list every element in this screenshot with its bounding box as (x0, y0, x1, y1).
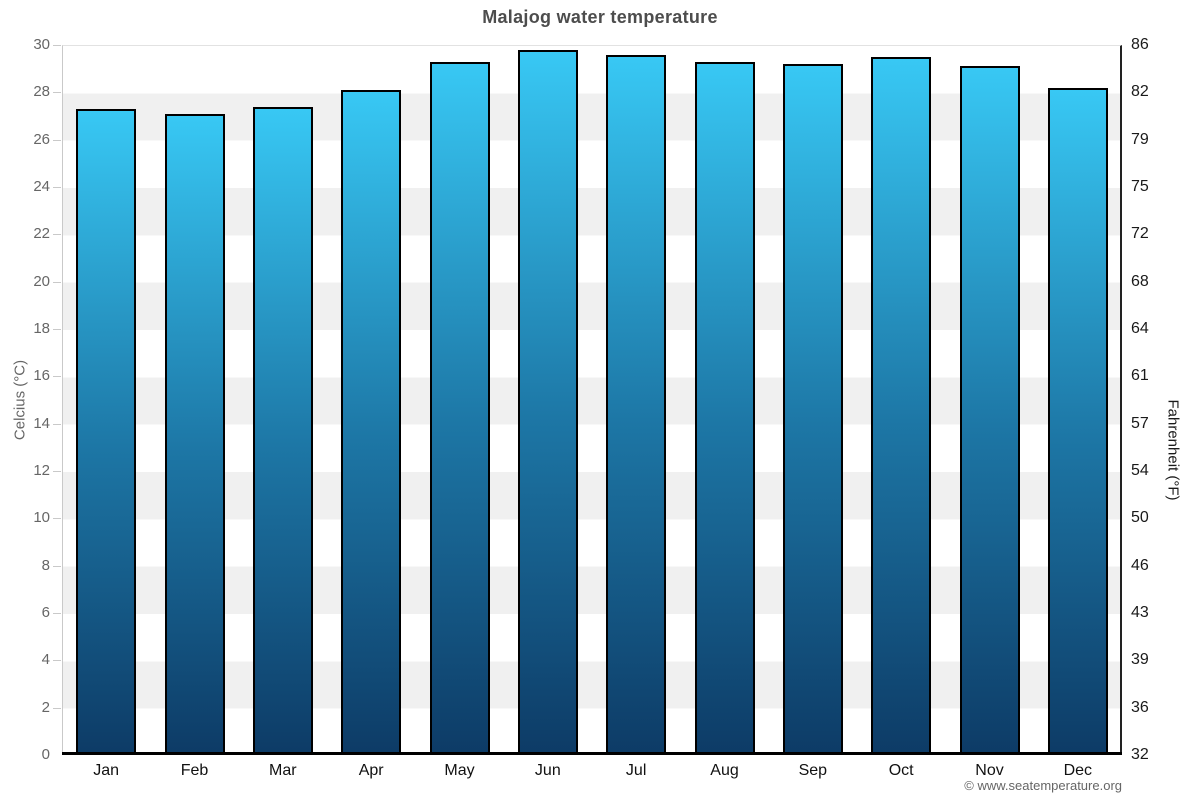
y-right-tick-label: 50 (1131, 509, 1149, 527)
y-left-tick-label: 28 (33, 83, 50, 101)
y-left-tick-label: 30 (33, 36, 50, 53)
x-tick-label: Feb (180, 762, 209, 779)
y-left-tick-label: 20 (33, 272, 50, 290)
y-right-tick-label: 36 (1131, 698, 1149, 716)
y-right-tick-label: 46 (1131, 556, 1149, 574)
x-tick-label: Sep (798, 762, 828, 779)
y-left-tick-label: 24 (33, 178, 50, 195)
y-right-tick-label: 75 (1131, 178, 1149, 195)
y-left-tick-mark (53, 187, 61, 188)
left-axis-title: Celcius (°C) (11, 359, 29, 441)
y-left-tick-mark (53, 281, 61, 283)
y-left-tick-mark (53, 92, 61, 94)
x-tick-label: Jul (625, 762, 647, 779)
x-tick-label: Dec (1063, 762, 1093, 779)
bar-oct (871, 56, 932, 755)
y-right-tick-label: 54 (1131, 462, 1149, 479)
y-left-tick-mark (53, 613, 61, 614)
bar-jul (606, 54, 667, 755)
bar-may (429, 61, 490, 755)
x-tick-label: Apr (358, 762, 384, 779)
bar-aug (694, 61, 755, 755)
x-tick-label: Aug (710, 762, 739, 779)
chart-title: Malajog water temperature (482, 7, 718, 27)
x-tick-label: Nov (975, 762, 1004, 779)
y-right-tick-label: 61 (1131, 367, 1149, 385)
y-left-tick-label: 22 (33, 225, 50, 243)
x-tick-label: Jun (534, 762, 561, 779)
bar-apr (341, 90, 402, 755)
y-left-tick-mark (53, 660, 61, 662)
y-left-tick-mark (53, 139, 61, 141)
y-right-tick-label: 72 (1131, 225, 1149, 243)
right-axis-title: Fahrenheit (°F) (1164, 399, 1182, 501)
y-left-tick-mark (53, 234, 61, 236)
y-right-tick-label: 43 (1131, 604, 1149, 621)
y-left-tick-mark (53, 518, 61, 520)
y-left-tick-label: 4 (41, 651, 50, 669)
y-right-tick-label: 57 (1131, 414, 1149, 432)
bar-feb (164, 113, 225, 755)
y-right-tick-label: 32 (1131, 746, 1149, 763)
y-left-tick-mark (53, 376, 61, 378)
y-right-tick-label: 86 (1131, 36, 1149, 53)
plot-area (62, 45, 1122, 755)
y-left-tick-label: 2 (41, 698, 50, 716)
attribution-link[interactable]: © www.seatemperature.org (964, 778, 1122, 793)
y-right-tick-label: 79 (1131, 130, 1149, 148)
x-tick-label: May (444, 762, 475, 779)
y-left-tick-label: 8 (41, 556, 50, 574)
bar-nov (959, 66, 1020, 755)
x-tick-label: Oct (888, 762, 914, 779)
x-tick-label: Mar (269, 762, 297, 779)
y-left-tick-mark (53, 329, 61, 330)
bar-mar (252, 106, 313, 755)
y-right-tick-label: 82 (1131, 83, 1149, 101)
y-left-tick-mark (53, 565, 61, 567)
y-left-tick-mark (53, 707, 61, 709)
x-tick-label: Jan (93, 762, 120, 779)
bar-sep (782, 63, 843, 755)
x-axis-line (62, 752, 1122, 755)
y-right-tick-label: 68 (1131, 272, 1149, 290)
y-left-tick-label: 26 (33, 130, 50, 148)
y-left-tick-mark (53, 471, 61, 472)
bar-jun (517, 49, 578, 755)
bar-dec (1047, 87, 1108, 755)
y-left-tick-mark (53, 45, 61, 46)
y-left-tick-label: 12 (33, 462, 50, 479)
y-left-tick-label: 14 (33, 414, 50, 432)
y-left-tick-label: 18 (33, 320, 50, 337)
y-right-tick-label: 39 (1131, 651, 1149, 669)
y-right-tick-label: 64 (1131, 320, 1149, 337)
bar-jan (76, 108, 137, 755)
y-left-tick-mark (53, 423, 61, 425)
y-left-tick-label: 16 (33, 367, 50, 385)
y-left-tick-label: 6 (41, 604, 50, 621)
y-left-tick-label: 10 (33, 509, 50, 527)
y-left-tick-label: 0 (41, 746, 50, 763)
